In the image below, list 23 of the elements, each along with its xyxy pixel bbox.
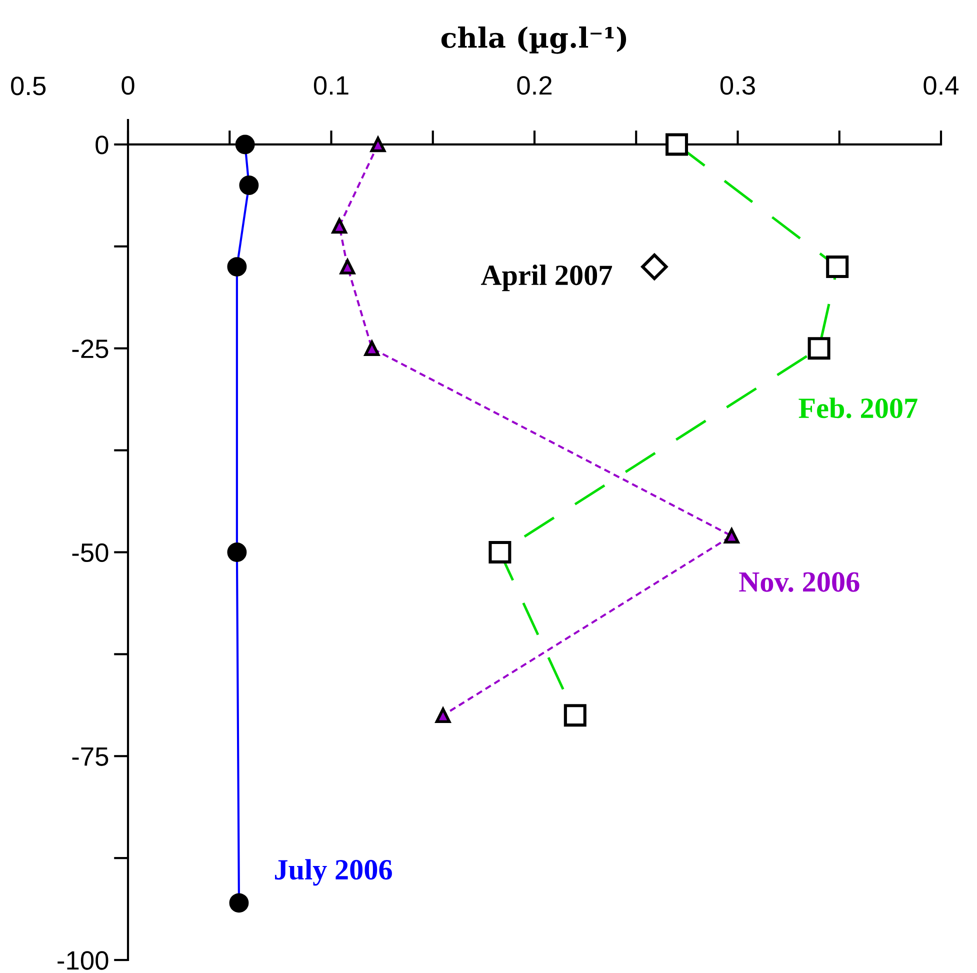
x-tick-label: 0	[122, 76, 134, 95]
y-tick-label: -100	[58, 951, 108, 970]
y-tick-label: 0	[96, 136, 108, 154]
point	[340, 259, 356, 274]
point	[370, 136, 386, 152]
series-label: Nov. 2006	[739, 572, 860, 592]
point	[724, 528, 740, 544]
text: 0.5	[11, 76, 46, 96]
x-axis-title: chla (µg.l⁻¹)	[441, 26, 626, 54]
y-tick-label: -25	[72, 339, 108, 358]
series-label: July 2006	[274, 859, 392, 886]
series-label: April 2007	[480, 264, 612, 292]
point	[435, 708, 451, 723]
x-tick-label: 0.2	[517, 76, 552, 95]
x-tick-label: 0.4	[924, 76, 959, 95]
series-label: Feb. 2007	[798, 398, 918, 418]
y-tick-label: -50	[72, 543, 108, 562]
x-tick-label: 0.3	[720, 76, 755, 95]
point	[332, 218, 348, 234]
point	[641, 253, 668, 280]
x-tick-label: 0.1	[314, 76, 348, 95]
point	[364, 340, 380, 356]
y-tick-label: -75	[72, 748, 108, 766]
